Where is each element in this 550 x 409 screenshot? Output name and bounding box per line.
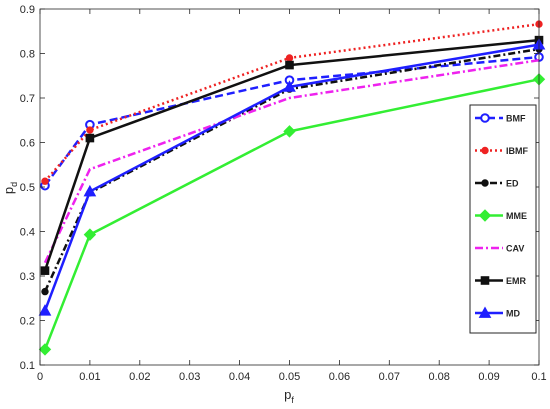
x-tick-label: 0.09 <box>478 371 499 383</box>
series-line-ed <box>43 47 540 293</box>
y-axis-label-main: p <box>1 187 16 194</box>
data-point-md <box>38 304 52 316</box>
y-axis-label: pd <box>1 182 19 194</box>
legend-marker-bmf <box>480 113 490 123</box>
x-tick-label: 0.07 <box>379 371 400 383</box>
legend-label-bmf: BMF <box>506 114 526 124</box>
x-tick-label: 0 <box>37 371 43 383</box>
legend-item-mme: MME <box>475 209 527 222</box>
data-point-ed <box>41 287 49 296</box>
y-tick-label: 0.6 <box>20 138 35 150</box>
y-tick-label: 0.9 <box>20 4 35 16</box>
legend-marker-mme <box>478 209 492 222</box>
series-cav <box>43 58 540 264</box>
legend-label-emr: EMR <box>506 276 527 286</box>
series-line-bmf <box>43 55 540 187</box>
x-tick-label: 0.01 <box>79 371 100 383</box>
axes-layer: 0 0.01 0.02 0.03 0.04 0.05 0.06 0.07 0.08 0.09 0.1… <box>20 4 547 383</box>
data-point-ibmf <box>285 54 294 62</box>
legend-item-ed: ED <box>475 179 519 189</box>
x-axis-label-sub: f <box>291 395 294 405</box>
x-tick-label: 0.06 <box>329 371 350 383</box>
data-point-emr <box>40 266 50 275</box>
legend-label-cav: CAV <box>506 244 524 254</box>
series-line-cav <box>43 58 540 264</box>
x-axis-label-main: p <box>284 387 291 402</box>
series-md <box>38 38 546 316</box>
x-tick-label: 0.1 <box>531 371 546 383</box>
data-point-md <box>83 184 97 197</box>
legend-item-ibmf: IBMF <box>475 146 528 156</box>
legend-label-ed: ED <box>506 179 519 189</box>
legend-marker-md <box>478 306 492 318</box>
legend: BMF IBMF ED MME CAV EMR MD <box>469 104 537 334</box>
legend-label-mme: MME <box>506 211 527 221</box>
data-point-ibmf <box>86 126 94 134</box>
legend-item-emr: EMR <box>475 276 527 286</box>
y-axis-label-sub: d <box>9 182 19 187</box>
legend-item-cav: CAV <box>475 244 524 254</box>
legend-box <box>469 104 537 334</box>
x-axis-label: pf <box>284 387 294 405</box>
data-point-emr <box>285 60 294 70</box>
y-tick-label: 0.2 <box>20 316 35 328</box>
series-line-mme <box>43 78 540 350</box>
legend-marker-ed <box>481 179 489 187</box>
data-point-ibmf <box>41 177 49 185</box>
data-point-mme <box>38 343 52 356</box>
legend-label-ibmf: IBMF <box>506 146 528 156</box>
legend-marker-ibmf <box>481 146 489 155</box>
x-tick-label: 0.05 <box>279 371 300 383</box>
legend-marker-emr <box>480 276 490 285</box>
series-mme <box>38 73 546 356</box>
y-tick-label: 0.3 <box>20 271 35 283</box>
legend-label-md: MD <box>506 309 520 319</box>
x-tick-label: 0.08 <box>428 371 449 383</box>
data-point-mme <box>283 125 296 138</box>
x-tick-label: 0.04 <box>229 371 250 383</box>
x-tick-label: 0.02 <box>129 371 150 383</box>
data-point-mme <box>83 228 97 241</box>
y-tick-label: 0.7 <box>20 93 35 105</box>
legend-item-md: MD <box>475 306 520 319</box>
data-point-emr <box>85 133 95 143</box>
series-line-emr <box>43 38 540 272</box>
legend-item-bmf: BMF <box>475 113 526 124</box>
y-tick-label: 0.4 <box>20 227 35 239</box>
series-line-ibmf <box>44 22 540 183</box>
y-tick-label: 0.5 <box>20 182 35 194</box>
x-tick-label: 0.03 <box>179 371 200 383</box>
y-tick-label: 0.1 <box>20 360 35 372</box>
series-line-md <box>43 43 540 312</box>
data-point-md <box>283 80 296 92</box>
y-tick-label: 0.8 <box>20 49 35 61</box>
